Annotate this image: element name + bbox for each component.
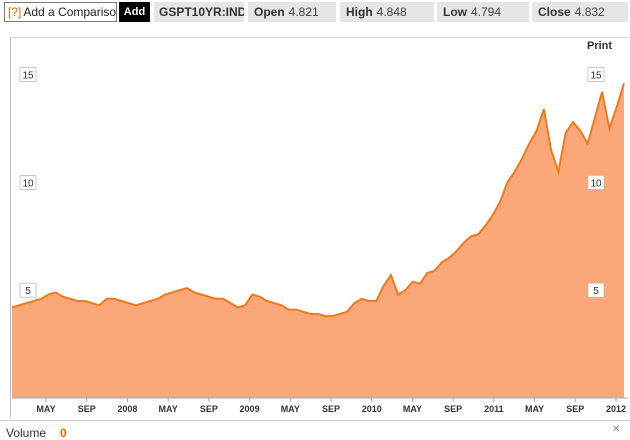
price-chart[interactable]: 5 5 10 10 15 15 MAY SEP 2008 MAY SEP 2009 MAY SEP 2010… xyxy=(0,0,630,420)
close-icon[interactable]: ✕ xyxy=(612,424,621,435)
svg-text:15: 15 xyxy=(22,71,34,82)
x-tick-label: 2012 xyxy=(606,404,626,414)
volume-value: 0 xyxy=(60,426,67,440)
low-value: 4.794 xyxy=(471,5,502,19)
close-label: Close xyxy=(538,5,571,19)
x-tick-label: MAY xyxy=(525,404,544,414)
high-label: High xyxy=(346,5,373,19)
y-tick-right: 10 xyxy=(587,175,605,190)
add-button[interactable]: Add xyxy=(119,2,150,22)
add-comparison-placeholder: Add a Comparison xyxy=(23,5,117,19)
open-label: Open xyxy=(254,5,285,19)
print-link[interactable]: Print xyxy=(587,40,613,52)
help-icon[interactable]: [?] xyxy=(8,5,22,19)
low-label: Low xyxy=(443,5,467,19)
close-stat: Close 4.832 xyxy=(532,2,628,22)
x-tick-label: 2009 xyxy=(240,404,260,414)
y-tick-left: 5 xyxy=(19,282,37,298)
add-comparison-input[interactable]: [?] Add a Comparison xyxy=(4,2,117,22)
volume-bar: Volume 0 ✕ xyxy=(0,420,630,440)
open-value: 4.821 xyxy=(288,5,319,19)
series-area xyxy=(12,83,624,399)
high-stat: High 4.848 xyxy=(340,2,434,22)
high-value: 4.848 xyxy=(376,5,407,19)
x-tick-label: 2010 xyxy=(362,404,382,414)
x-tick-label: MAY xyxy=(403,404,422,414)
toolbar: [?] Add a Comparison Add GSPT10YR:IND Op… xyxy=(0,0,630,24)
y-tick-left: 10 xyxy=(19,175,37,190)
low-stat: Low 4.794 xyxy=(437,2,529,22)
svg-text:15: 15 xyxy=(590,71,602,82)
x-tick-label: MAY xyxy=(281,404,300,414)
volume-label: Volume xyxy=(6,426,47,440)
close-value: 4.832 xyxy=(574,5,605,19)
x-tick-label: MAY xyxy=(159,404,178,414)
y-tick-right: 15 xyxy=(587,67,605,83)
x-tick-label: 2011 xyxy=(484,404,504,414)
x-tick-label: SEP xyxy=(322,404,340,414)
series-line xyxy=(11,83,625,318)
x-tick-label: SEP xyxy=(78,404,96,414)
x-tick-label: SEP xyxy=(566,404,584,414)
ticker-symbol: GSPT10YR:IND xyxy=(154,2,244,22)
x-tick-label: SEP xyxy=(200,404,218,414)
x-tick-label: SEP xyxy=(444,404,462,414)
svg-text:5: 5 xyxy=(25,286,31,297)
svg-text:5: 5 xyxy=(593,286,599,297)
open-stat: Open 4.821 xyxy=(248,2,336,22)
svg-text:10: 10 xyxy=(22,178,34,189)
x-tick-label: MAY xyxy=(36,404,55,414)
chart-frame xyxy=(10,37,630,417)
svg-text:10: 10 xyxy=(590,178,602,189)
x-tick-label: 2008 xyxy=(117,404,137,414)
y-tick-left: 15 xyxy=(19,67,37,83)
y-tick-right: 5 xyxy=(587,282,605,298)
